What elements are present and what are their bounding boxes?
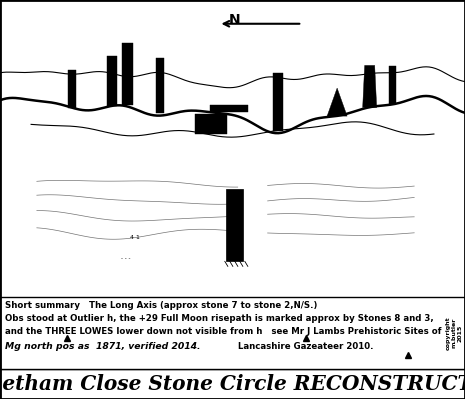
Bar [0, 369, 465, 399]
Text: copyright
m.butler
2015: copyright m.butler 2015 [445, 316, 462, 350]
Bar [0, 0, 465, 297]
Bar [0, 297, 465, 369]
Bar [210, 105, 248, 111]
Polygon shape [363, 65, 377, 107]
Text: and the THREE LOWES lower down not visible from h   see Mr J Lambs Prehistoric S: and the THREE LOWES lower down not visib… [5, 327, 441, 336]
Text: - - -: - - - [121, 256, 130, 261]
Text: Mg north pos as  1871, verified 2014.: Mg north pos as 1871, verified 2014. [5, 342, 200, 351]
Bar [273, 73, 283, 131]
Bar [122, 43, 133, 105]
Text: Short summary   The Long Axis (approx stone 7 to stone 2,N/S.): Short summary The Long Axis (approx ston… [5, 301, 318, 310]
Bar [68, 69, 76, 108]
Bar [389, 67, 397, 105]
Text: 4 1: 4 1 [130, 235, 140, 240]
Bar [106, 56, 117, 106]
Bar [194, 115, 226, 134]
Text: Obs stood at Outlier h, the +29 Full Moon risepath is marked approx by Stones 8 : Obs stood at Outlier h, the +29 Full Moo… [5, 314, 434, 323]
Bar [226, 190, 243, 261]
Polygon shape [327, 88, 347, 116]
Bar [156, 57, 165, 113]
Text: N: N [229, 13, 240, 27]
Text: Lancashire Gazeateer 2010.: Lancashire Gazeateer 2010. [238, 342, 373, 351]
Text: Cheetham Close Stone Circle RECONSTRUCTED: Cheetham Close Stone Circle RECONSTRUCTE… [0, 374, 465, 394]
